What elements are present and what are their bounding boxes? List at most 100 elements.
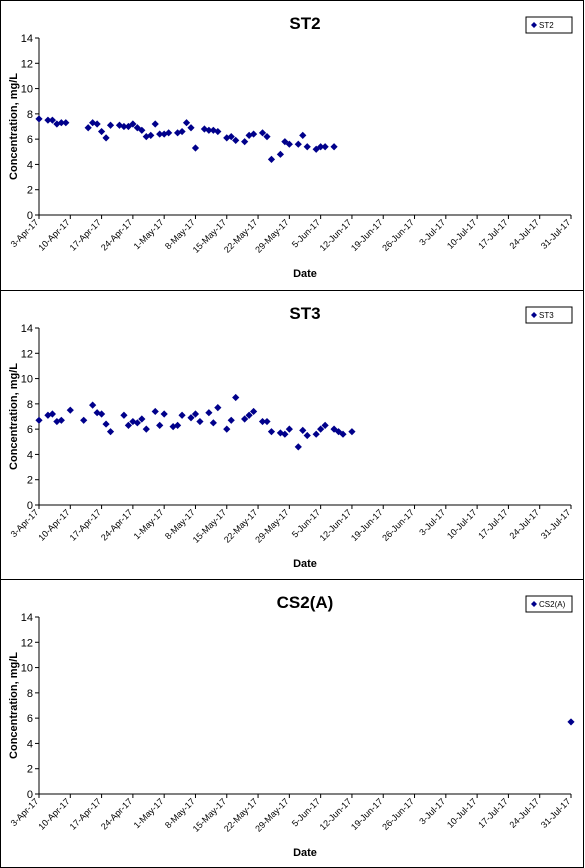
data-point: [285, 425, 293, 433]
y-tick-label: 10: [21, 374, 33, 386]
data-point: [44, 116, 52, 124]
legend-box: [525, 16, 573, 34]
x-tick-label: 12-Jun-17: [318, 796, 354, 832]
data-point: [178, 127, 186, 136]
x-tick-label: 5-Jun-17: [290, 507, 322, 539]
data-point: [48, 116, 57, 124]
data-point: [57, 119, 65, 127]
data-point: [263, 133, 271, 141]
y-tick-label: 6: [27, 713, 33, 725]
data-point: [249, 130, 258, 138]
y-tick-label: 14: [21, 612, 33, 624]
data-point: [312, 430, 320, 438]
x-tick-label: 10-Apr-17: [36, 507, 71, 542]
data-point: [151, 120, 159, 128]
chart-panel-st3: ST3 0 2 4 6 8 10 12 14 3-Apr-17 10-Apr-17 17-Apr-17…: [0, 290, 584, 580]
x-tick-label: 3-Jul-17: [417, 507, 447, 537]
data-point: [138, 126, 146, 134]
data-point: [191, 144, 200, 152]
x-tick-label: 19-Jun-17: [349, 507, 385, 543]
data-point: [35, 115, 43, 123]
y-tick-label: 4: [27, 159, 33, 171]
x-tick-label: 31-Jul-17: [539, 217, 573, 251]
y-tick-label: 8: [27, 399, 33, 411]
data-point: [267, 428, 276, 436]
data-point: [106, 121, 115, 129]
data-point: [317, 143, 325, 151]
data-point: [267, 155, 276, 163]
data-point: [156, 130, 164, 138]
data-point: [321, 143, 329, 151]
x-tick-label: 19-Jun-17: [349, 796, 385, 832]
data-point: [232, 393, 240, 402]
data-point: [241, 415, 249, 423]
data-point: [84, 124, 92, 132]
chart-st3: ST3 0 2 4 6 8 10 12 14 3-Apr-1710-Apr-1717-Apr-17…: [8, 304, 573, 570]
data-point: [317, 425, 325, 433]
data-point: [62, 119, 70, 127]
data-point: [196, 417, 204, 426]
data-point: [187, 414, 195, 422]
data-point: [147, 131, 155, 139]
legend-label: CS2(A): [539, 600, 566, 609]
legend-marker: [531, 22, 537, 28]
data-point: [120, 122, 128, 131]
y-tick-label: 2: [27, 185, 33, 197]
y-tick-label: 14: [21, 33, 33, 45]
x-tick-label: 5-Jun-17: [290, 217, 322, 249]
x-tick-label: 26-Jun-17: [380, 796, 416, 832]
data-point: [281, 430, 289, 438]
data-point: [285, 140, 293, 148]
x-tick-label: 24-Jul-17: [508, 217, 542, 251]
data-point: [227, 416, 235, 424]
data-point: [66, 406, 74, 414]
data-point: [245, 411, 253, 419]
x-tick-label: 29-May-17: [253, 796, 290, 833]
x-tick-label: 3-Apr-17: [9, 796, 41, 828]
x-tick-label: 19-Jun-17: [349, 217, 385, 253]
y-tick-label: 14: [21, 323, 33, 335]
data-point: [223, 425, 231, 433]
y-tick-label: 6: [27, 134, 33, 146]
x-tick-label: 1-May-17: [132, 217, 166, 251]
y-tick-label: 0: [27, 789, 33, 801]
y-tick-label: 2: [27, 475, 33, 487]
x-tick-label: 10-Jul-17: [445, 507, 479, 541]
data-point: [294, 443, 302, 451]
y-tick-label: 12: [21, 58, 33, 70]
data-point: [102, 134, 110, 142]
y-tick-label: 10: [21, 84, 33, 96]
x-tick-label: 3-Jul-17: [417, 217, 447, 247]
data-point: [120, 411, 128, 419]
data-point: [303, 143, 311, 151]
legend-box: [525, 595, 573, 613]
x-tick-label: 10-Jul-17: [445, 796, 479, 830]
x-tick-label: 29-May-17: [253, 507, 290, 544]
x-tick-label: 12-Jun-17: [318, 507, 354, 543]
x-tick-label: 17-Jul-17: [476, 217, 510, 251]
x-tick-label: 17-Apr-17: [68, 217, 103, 252]
data-point: [106, 428, 115, 436]
x-tick-label: 3-Apr-17: [9, 507, 41, 539]
y-tick-label: 10: [21, 663, 33, 675]
x-axis-label: Date: [293, 847, 317, 859]
x-tick-label: 5-Jun-17: [290, 796, 322, 828]
data-point: [205, 126, 213, 134]
x-axis-label: Date: [293, 558, 317, 570]
data-point: [35, 416, 43, 424]
x-axis-label: Date: [293, 268, 317, 280]
data-point: [241, 138, 249, 146]
chart-title: CS2(A): [277, 593, 334, 612]
data-point: [93, 120, 101, 128]
data-point: [214, 404, 222, 412]
y-tick-label: 0: [27, 210, 33, 222]
y-axis-label: Concentration, mg/L: [8, 73, 20, 180]
data-point: [339, 430, 347, 438]
data-point: [330, 143, 338, 151]
y-tick-label: 4: [27, 449, 33, 461]
data-point: [209, 419, 217, 427]
legend-box: [525, 306, 573, 324]
y-tick-label: 8: [27, 688, 33, 700]
data-point: [263, 417, 271, 426]
